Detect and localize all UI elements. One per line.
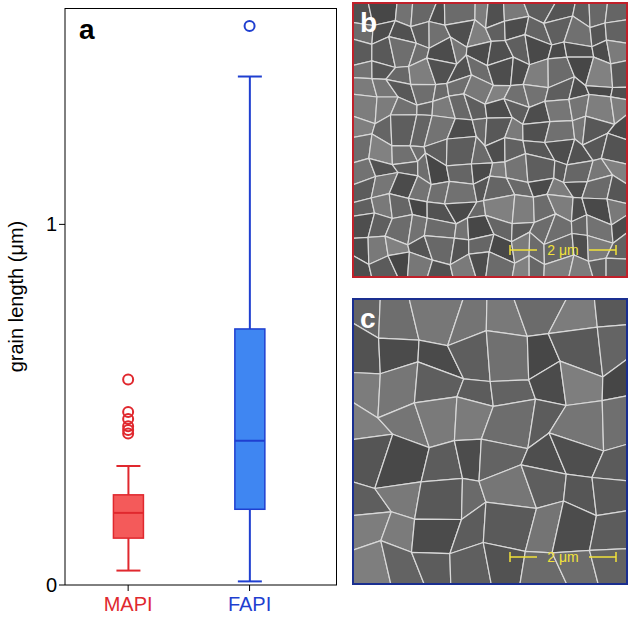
svg-text:b: b xyxy=(360,7,377,38)
svg-text:MAPI: MAPI xyxy=(104,593,153,615)
html-text:a: a xyxy=(79,14,95,45)
svg-text:2 μm: 2 μm xyxy=(547,242,578,258)
svg-text:0: 0 xyxy=(46,574,57,596)
svg-text:grain length (μm): grain length (μm) xyxy=(5,221,27,373)
svg-text:2 μm: 2 μm xyxy=(547,549,578,565)
svg-text:1: 1 xyxy=(46,213,57,235)
svg-text:c: c xyxy=(360,303,376,334)
svg-text:FAPI: FAPI xyxy=(228,593,271,615)
